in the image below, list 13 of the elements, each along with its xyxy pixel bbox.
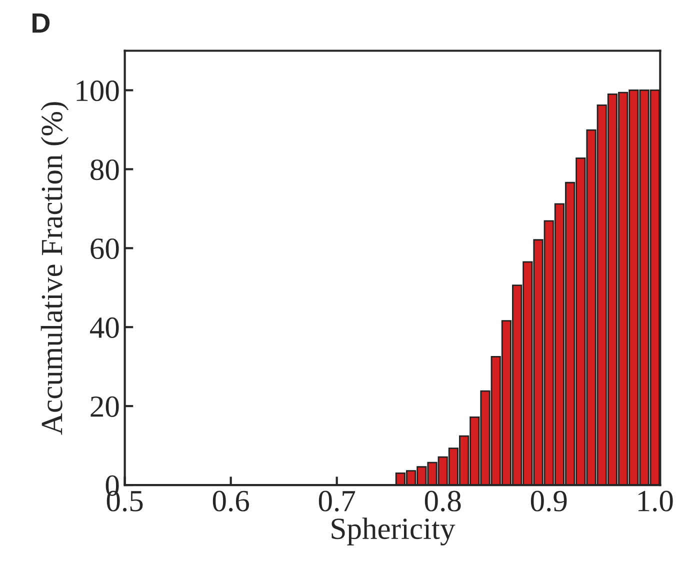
x-tick-label: 0.7 [318,490,356,512]
y-tick-label: 40 [90,317,119,338]
x-tick-label: 1.0 [638,490,673,512]
y-tick-label: 20 [90,396,119,417]
x-tick-label: 0.8 [424,490,461,512]
y-tick-label: 80 [90,159,119,180]
x-tick-label: 0.6 [212,490,250,512]
y-tick-label: 100 [76,80,119,102]
y-axis-title: Accumulative Fraction (%) [40,102,69,435]
chart-title: D [32,13,50,33]
x-axis-title: Sphericity [332,518,456,546]
x-tick-label: 0.9 [530,490,567,512]
y-tick-label: 60 [90,238,119,260]
